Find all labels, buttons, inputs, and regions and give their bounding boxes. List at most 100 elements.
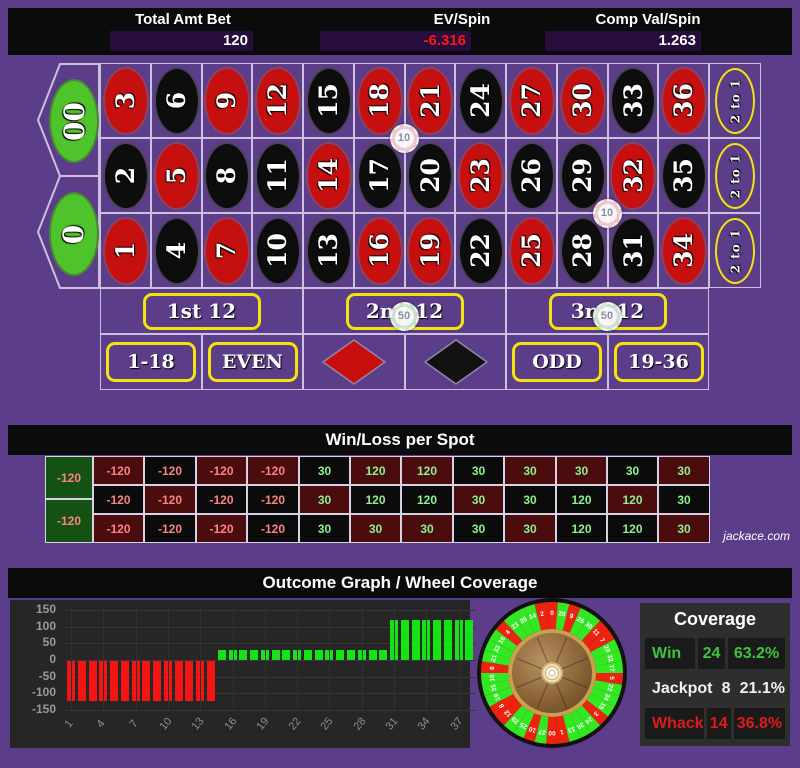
wheel-segment-35 <box>513 607 535 637</box>
chart-bar <box>153 661 162 701</box>
wheel-number-23: 23 <box>510 621 520 631</box>
watermark-link[interactable]: jackace.com <box>723 529 790 543</box>
outside-bet-even[interactable]: EVEN <box>202 334 303 390</box>
number-cell-15[interactable]: 15 <box>303 63 354 138</box>
number-oval-34: 34 <box>660 216 707 285</box>
wheel-number-19: 19 <box>493 692 502 702</box>
number-cell-4[interactable]: 4 <box>151 213 202 288</box>
number-cell-24[interactable]: 24 <box>455 63 506 138</box>
number-cell-23[interactable]: 23 <box>455 138 506 213</box>
column-bet-ellipse: 2 to 1 <box>715 217 755 284</box>
outcome-header: Outcome Graph / Wheel Coverage <box>8 568 792 598</box>
column-bet-2to1-row1[interactable]: 2 to 1 <box>709 63 761 138</box>
bet-chip-50[interactable]: 50 <box>389 301 419 331</box>
winloss-cell-35: 30 <box>658 485 710 514</box>
number-cell-31[interactable]: 31 <box>608 213 658 288</box>
dozen-bet-1[interactable]: 1st 12 <box>100 288 303 334</box>
chart-vgridline <box>167 608 169 712</box>
outside-bet-red-diamond[interactable] <box>303 334 405 390</box>
number-cell-28[interactable]: 28 <box>557 213 608 288</box>
outside-bet-black-diamond[interactable] <box>405 334 506 390</box>
number-cell-20[interactable]: 20 <box>405 138 455 213</box>
wheel-svg: 0 28 9 263011720321752234153243613100271025… <box>477 598 627 748</box>
number-cell-21[interactable]: 21 <box>405 63 455 138</box>
column-bet-2to1-row3[interactable]: 2 to 1 <box>709 213 761 288</box>
x-axis-tick: 31 <box>383 715 401 733</box>
chart-vgridline <box>394 608 396 712</box>
outside-bet-1-18[interactable]: 1-18 <box>100 334 202 390</box>
number-cell-29[interactable]: 29 <box>557 138 608 213</box>
number-cell-9[interactable]: 9 <box>202 63 252 138</box>
number-cell-16[interactable]: 16 <box>354 213 405 288</box>
wheel-segment-31 <box>481 680 511 697</box>
wheel-number-27: 27 <box>538 728 547 736</box>
number-cell-6[interactable]: 6 <box>151 63 202 138</box>
number-cell-14[interactable]: 14 <box>303 138 354 213</box>
chart-bar <box>433 620 442 660</box>
coverage-jackpot-count: 8 <box>721 679 731 697</box>
wheel-number-15: 15 <box>597 701 607 711</box>
outside-bet-odd[interactable]: ODD <box>506 334 608 390</box>
outside-box: EVEN <box>207 342 298 382</box>
winloss-cell-9: -120 <box>196 456 247 485</box>
number-cell-22[interactable]: 22 <box>455 213 506 288</box>
wheel-segment-29 <box>503 705 528 733</box>
wheel-number-21: 21 <box>490 654 499 663</box>
zero-wedge[interactable] <box>36 175 100 289</box>
winloss-cell-8: -120 <box>196 485 247 514</box>
number-cell-13[interactable]: 13 <box>303 213 354 288</box>
number-oval-18: 18 <box>356 66 403 135</box>
number-cell-2[interactable]: 2 <box>100 138 151 213</box>
wheel-segment-21 <box>481 649 511 666</box>
number-oval-13: 13 <box>305 216 352 285</box>
bet-chip-10[interactable]: 10 <box>389 123 419 153</box>
outside-bet-19-36[interactable]: 19-36 <box>608 334 709 390</box>
double-zero-oval[interactable]: 00 <box>49 79 99 163</box>
wheel-segment-00 <box>546 716 558 745</box>
number-cell-30[interactable]: 30 <box>557 63 608 138</box>
double-zero-wedge[interactable] <box>36 63 100 177</box>
number-cell-10[interactable]: 10 <box>252 213 303 288</box>
number-cell-32[interactable]: 32 <box>608 138 658 213</box>
number-cell-36[interactable]: 36 <box>658 63 709 138</box>
zero-oval[interactable]: 0 <box>49 192 99 276</box>
number-cell-12[interactable]: 12 <box>252 63 303 138</box>
number-cell-17[interactable]: 17 <box>354 138 405 213</box>
chart-vgridline <box>103 608 105 712</box>
wheel-spoke <box>516 657 543 670</box>
number-cell-7[interactable]: 7 <box>202 213 252 288</box>
number-cell-34[interactable]: 34 <box>658 213 709 288</box>
coverage-panel: Coverage Win 24 63.2% Jackpot 8 21.1% Wh… <box>640 603 790 746</box>
winloss-cell-11: -120 <box>247 485 299 514</box>
chart-vgridline <box>458 608 460 712</box>
chart-bar <box>271 650 280 660</box>
number-cell-25[interactable]: 25 <box>506 213 557 288</box>
column-bet-2to1-row2[interactable]: 2 to 1 <box>709 138 761 213</box>
number-oval-1: 1 <box>102 216 149 285</box>
chart-bar <box>88 661 97 701</box>
x-axis-tick: 25 <box>318 715 337 733</box>
number-cell-26[interactable]: 26 <box>506 138 557 213</box>
number-cell-19[interactable]: 19 <box>405 213 455 288</box>
wheel-number-11: 11 <box>591 628 601 638</box>
number-cell-1[interactable]: 1 <box>100 213 151 288</box>
number-oval-16: 16 <box>356 216 403 285</box>
column-bet-ellipse: 2 to 1 <box>715 142 755 209</box>
number-oval-17: 17 <box>356 141 403 210</box>
wheel-segment-20 <box>590 639 620 659</box>
winloss-cell-2: -120 <box>93 485 144 514</box>
chart-bar <box>411 620 420 660</box>
bet-chip-50[interactable]: 50 <box>592 301 622 331</box>
number-cell-33[interactable]: 33 <box>608 63 658 138</box>
number-cell-5[interactable]: 5 <box>151 138 202 213</box>
wheel-number-17: 17 <box>608 664 616 672</box>
chart-gridline <box>65 710 476 711</box>
number-cell-3[interactable]: 3 <box>100 63 151 138</box>
number-cell-27[interactable]: 27 <box>506 63 557 138</box>
bet-chip-10[interactable]: 10 <box>592 198 622 228</box>
number-cell-35[interactable]: 35 <box>658 138 709 213</box>
number-cell-11[interactable]: 11 <box>252 138 303 213</box>
number-cell-8[interactable]: 8 <box>202 138 252 213</box>
chart-vgridline <box>361 608 363 712</box>
number-cell-18[interactable]: 18 <box>354 63 405 138</box>
